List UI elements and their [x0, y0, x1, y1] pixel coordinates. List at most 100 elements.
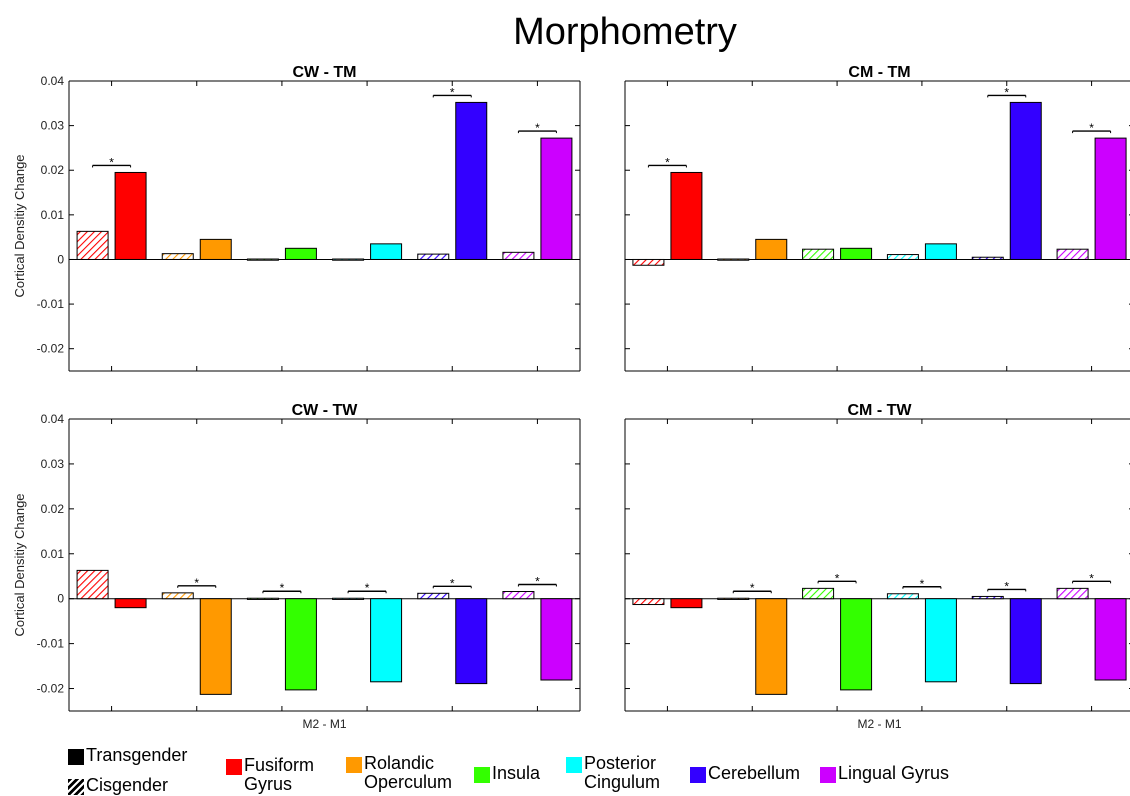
bar-cisgender-cerebellum — [971, 595, 1004, 600]
bar-transgender-rolandic-operculum — [199, 238, 232, 260]
y-tick-label: -0.01 — [37, 637, 65, 651]
bar-transgender-insula — [284, 598, 317, 691]
bar-transgender-fusiform-gyrus — [670, 598, 703, 609]
y-tick-label: -0.01 — [37, 297, 65, 311]
fusiform-swatch-icon — [226, 759, 242, 775]
bar-transgender-insula — [284, 247, 317, 260]
significance-asterisk: * — [535, 121, 540, 135]
panel-title: CM - TW — [848, 402, 913, 419]
legend-label-fusiform: Fusiform Gyrus — [244, 755, 315, 794]
bar-cisgender-insula — [802, 248, 835, 260]
legend-label-rolandic: Rolandic Operculum — [364, 753, 453, 792]
x-axis-label: M2 - M1 — [302, 717, 346, 731]
bar-cisgender-rolandic-operculum — [161, 592, 194, 600]
bar-cisgender-insula — [246, 597, 279, 600]
bar-cisgender-fusiform-gyrus — [632, 598, 665, 606]
y-axis-label: Cortical Densitiy Change — [12, 154, 27, 297]
lingual-swatch-icon — [820, 767, 836, 783]
bar-transgender-posterior-cingulum — [924, 243, 957, 260]
bar-cisgender-lingual-gyrus — [502, 591, 535, 600]
bar-transgender-cerebellum — [1009, 101, 1042, 260]
legend-item-transgender: Transgender — [68, 746, 187, 765]
y-tick-label: 0.02 — [41, 502, 65, 516]
rolandic-swatch-icon — [346, 757, 362, 773]
bar-cisgender-cerebellum — [417, 592, 450, 600]
legend-label-cerebellum: Cerebellum — [708, 763, 801, 783]
panel-title: CW - TM — [293, 64, 357, 81]
bar-transgender-cerebellum — [455, 101, 488, 260]
legend-label-lingual: Lingual Gyrus — [838, 763, 950, 783]
significance-asterisk: * — [835, 571, 840, 585]
bar-cisgender-rolandic-operculum — [717, 597, 750, 600]
panel-title: CM - TM — [848, 64, 910, 81]
bar-transgender-posterior-cingulum — [370, 243, 403, 260]
y-tick-label: -0.02 — [37, 682, 65, 696]
y-tick-label: 0.01 — [41, 547, 65, 561]
y-tick-label: 0.03 — [41, 457, 65, 471]
legend-item-cisgender: Cisgender — [68, 776, 168, 795]
bar-cisgender-cerebellum — [417, 253, 450, 260]
significance-asterisk: * — [450, 85, 455, 99]
legend-label-cisgender: Cisgender — [86, 775, 169, 795]
significance-asterisk: * — [1089, 571, 1094, 585]
bar-cisgender-lingual-gyrus — [502, 251, 535, 260]
y-tick-label: 0.03 — [41, 119, 65, 133]
bar-cisgender-posterior-cingulum — [886, 593, 919, 600]
bar-cisgender-posterior-cingulum — [332, 258, 365, 261]
panel-cm-tm: * * * CM - TM — [624, 64, 1130, 372]
y-tick-label: 0.04 — [41, 412, 65, 426]
y-tick-label: 0 — [57, 592, 64, 606]
y-tick-label: 0 — [57, 252, 64, 266]
legend-item-fusiform-gyrus: Fusiform Gyrus — [226, 756, 314, 794]
posterior-swatch-icon — [566, 757, 582, 773]
significance-asterisk: * — [1089, 121, 1094, 135]
x-axis-label: M2 - M1 — [857, 717, 901, 731]
y-tick-label: 0.01 — [41, 208, 65, 222]
panel-cw-tw: 0.04 0.03 0.02 0.01 0 -0.01 -0.02 * * * * * CW - TW C… — [12, 402, 581, 731]
panel-title: CW - TW — [292, 402, 359, 419]
significance-asterisk: * — [1004, 85, 1009, 99]
bar-transgender-fusiform-gyrus — [114, 171, 147, 260]
bar-transgender-lingual-gyrus — [540, 137, 573, 260]
bar-transgender-fusiform-gyrus — [670, 171, 703, 260]
bar-cisgender-lingual-gyrus — [1056, 587, 1089, 600]
insula-swatch-icon — [474, 767, 490, 783]
bar-cisgender-posterior-cingulum — [332, 597, 365, 600]
bar-transgender-rolandic-operculum — [199, 598, 232, 695]
bar-transgender-posterior-cingulum — [370, 598, 403, 683]
bar-transgender-cerebellum — [1009, 598, 1042, 685]
legend: Transgender Cisgender Fusiform Gyrus Rol… — [0, 740, 1130, 796]
morphometry-figure: Morphometry 0.04 0.03 0.02 0.01 0 -0.01 -0.02 *… — [12, 11, 1130, 731]
legend-label-transgender: Transgender — [86, 745, 188, 765]
bar-transgender-insula — [840, 247, 873, 260]
bar-cisgender-fusiform-gyrus — [632, 258, 665, 266]
bar-transgender-lingual-gyrus — [1094, 598, 1127, 681]
legend-label-insula: Insula — [492, 763, 541, 783]
bar-transgender-insula — [840, 598, 873, 691]
bar-transgender-posterior-cingulum — [924, 598, 957, 683]
figure-title: Morphometry — [513, 11, 737, 53]
y-tick-label: 0.04 — [41, 74, 65, 88]
y-tick-label: -0.02 — [37, 342, 65, 356]
significance-asterisk: * — [750, 581, 755, 595]
significance-asterisk: * — [665, 155, 670, 169]
bar-transgender-lingual-gyrus — [540, 598, 573, 681]
bar-transgender-cerebellum — [455, 598, 488, 685]
bar-cisgender-rolandic-operculum — [717, 258, 750, 261]
bar-transgender-rolandic-operculum — [755, 598, 788, 695]
legend-item-cerebellum: Cerebellum — [690, 764, 800, 783]
bar-cisgender-fusiform-gyrus — [76, 569, 109, 600]
y-tick-label: 0.02 — [41, 163, 65, 177]
significance-asterisk: * — [365, 581, 370, 595]
significance-asterisk: * — [920, 577, 925, 591]
bar-cisgender-posterior-cingulum — [886, 254, 919, 260]
transgender-swatch-icon — [68, 749, 84, 765]
significance-asterisk: * — [450, 576, 455, 590]
significance-asterisk: * — [1004, 579, 1009, 593]
significance-asterisk: * — [194, 576, 199, 590]
bar-cisgender-insula — [802, 587, 835, 600]
legend-item-lingual-gyrus: Lingual Gyrus — [820, 764, 949, 783]
panel-cw-tm: 0.04 0.03 0.02 0.01 0 -0.01 -0.02 * * * CW - TM Cor… — [12, 64, 581, 372]
legend-item-posterior-cingulum: Posterior Cingulum — [566, 754, 660, 792]
significance-asterisk: * — [535, 575, 540, 589]
